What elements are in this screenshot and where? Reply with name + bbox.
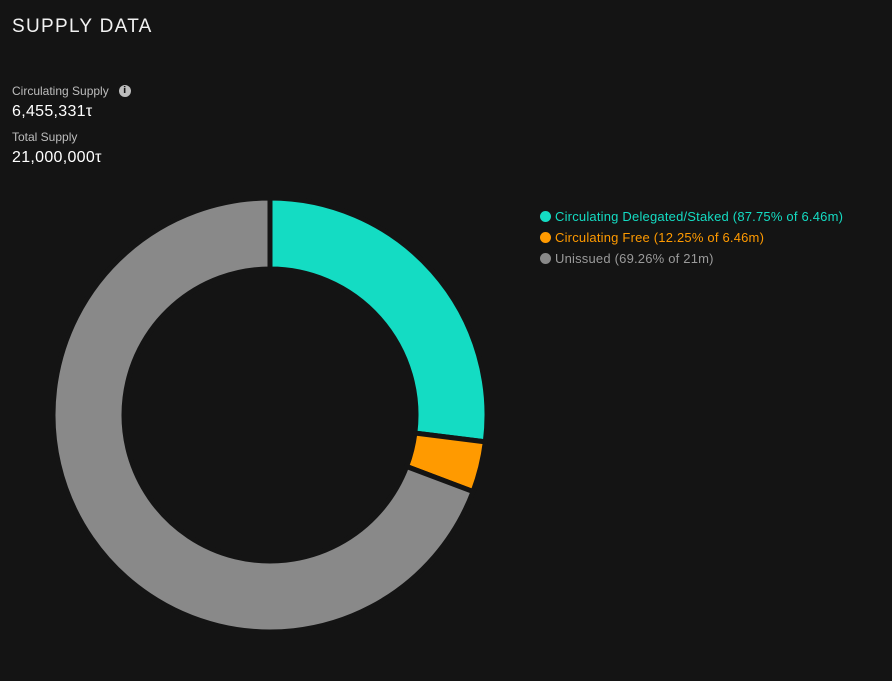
legend-item-1[interactable]: Circulating Free (12.25% of 6.46m) — [540, 227, 843, 248]
donut-slice-2[interactable] — [50, 195, 477, 635]
circulating-supply-label: Circulating Supply — [12, 84, 109, 98]
total-supply-value: 21,000,000τ — [12, 149, 102, 166]
chart-legend: Circulating Delegated/Staked (87.75% of … — [540, 206, 843, 269]
legend-label-0: Circulating Delegated/Staked (87.75% of … — [555, 209, 844, 224]
total-supply-label-row: Total Supply — [12, 129, 131, 145]
supply-stats: Circulating Supply i 6,455,331τ Total Su… — [12, 83, 131, 175]
page-title: SUPPLY DATA — [12, 16, 153, 37]
legend-label-2: Unissued (69.26% of 21m) — [555, 251, 714, 266]
donut-slice-0[interactable] — [267, 195, 490, 445]
circulating-supply-value: 6,455,331τ — [12, 103, 93, 120]
info-icon[interactable]: i — [118, 85, 131, 97]
circulating-supply-label-row: Circulating Supply i — [12, 83, 131, 99]
total-supply-label: Total Supply — [12, 130, 78, 144]
legend-item-0[interactable]: Circulating Delegated/Staked (87.75% of … — [540, 206, 843, 227]
legend-swatch-0 — [540, 211, 551, 222]
legend-label-1: Circulating Free (12.25% of 6.46m) — [555, 230, 765, 245]
legend-swatch-2 — [540, 253, 551, 264]
legend-swatch-1 — [540, 232, 551, 243]
legend-item-2[interactable]: Unissued (69.26% of 21m) — [540, 248, 843, 269]
